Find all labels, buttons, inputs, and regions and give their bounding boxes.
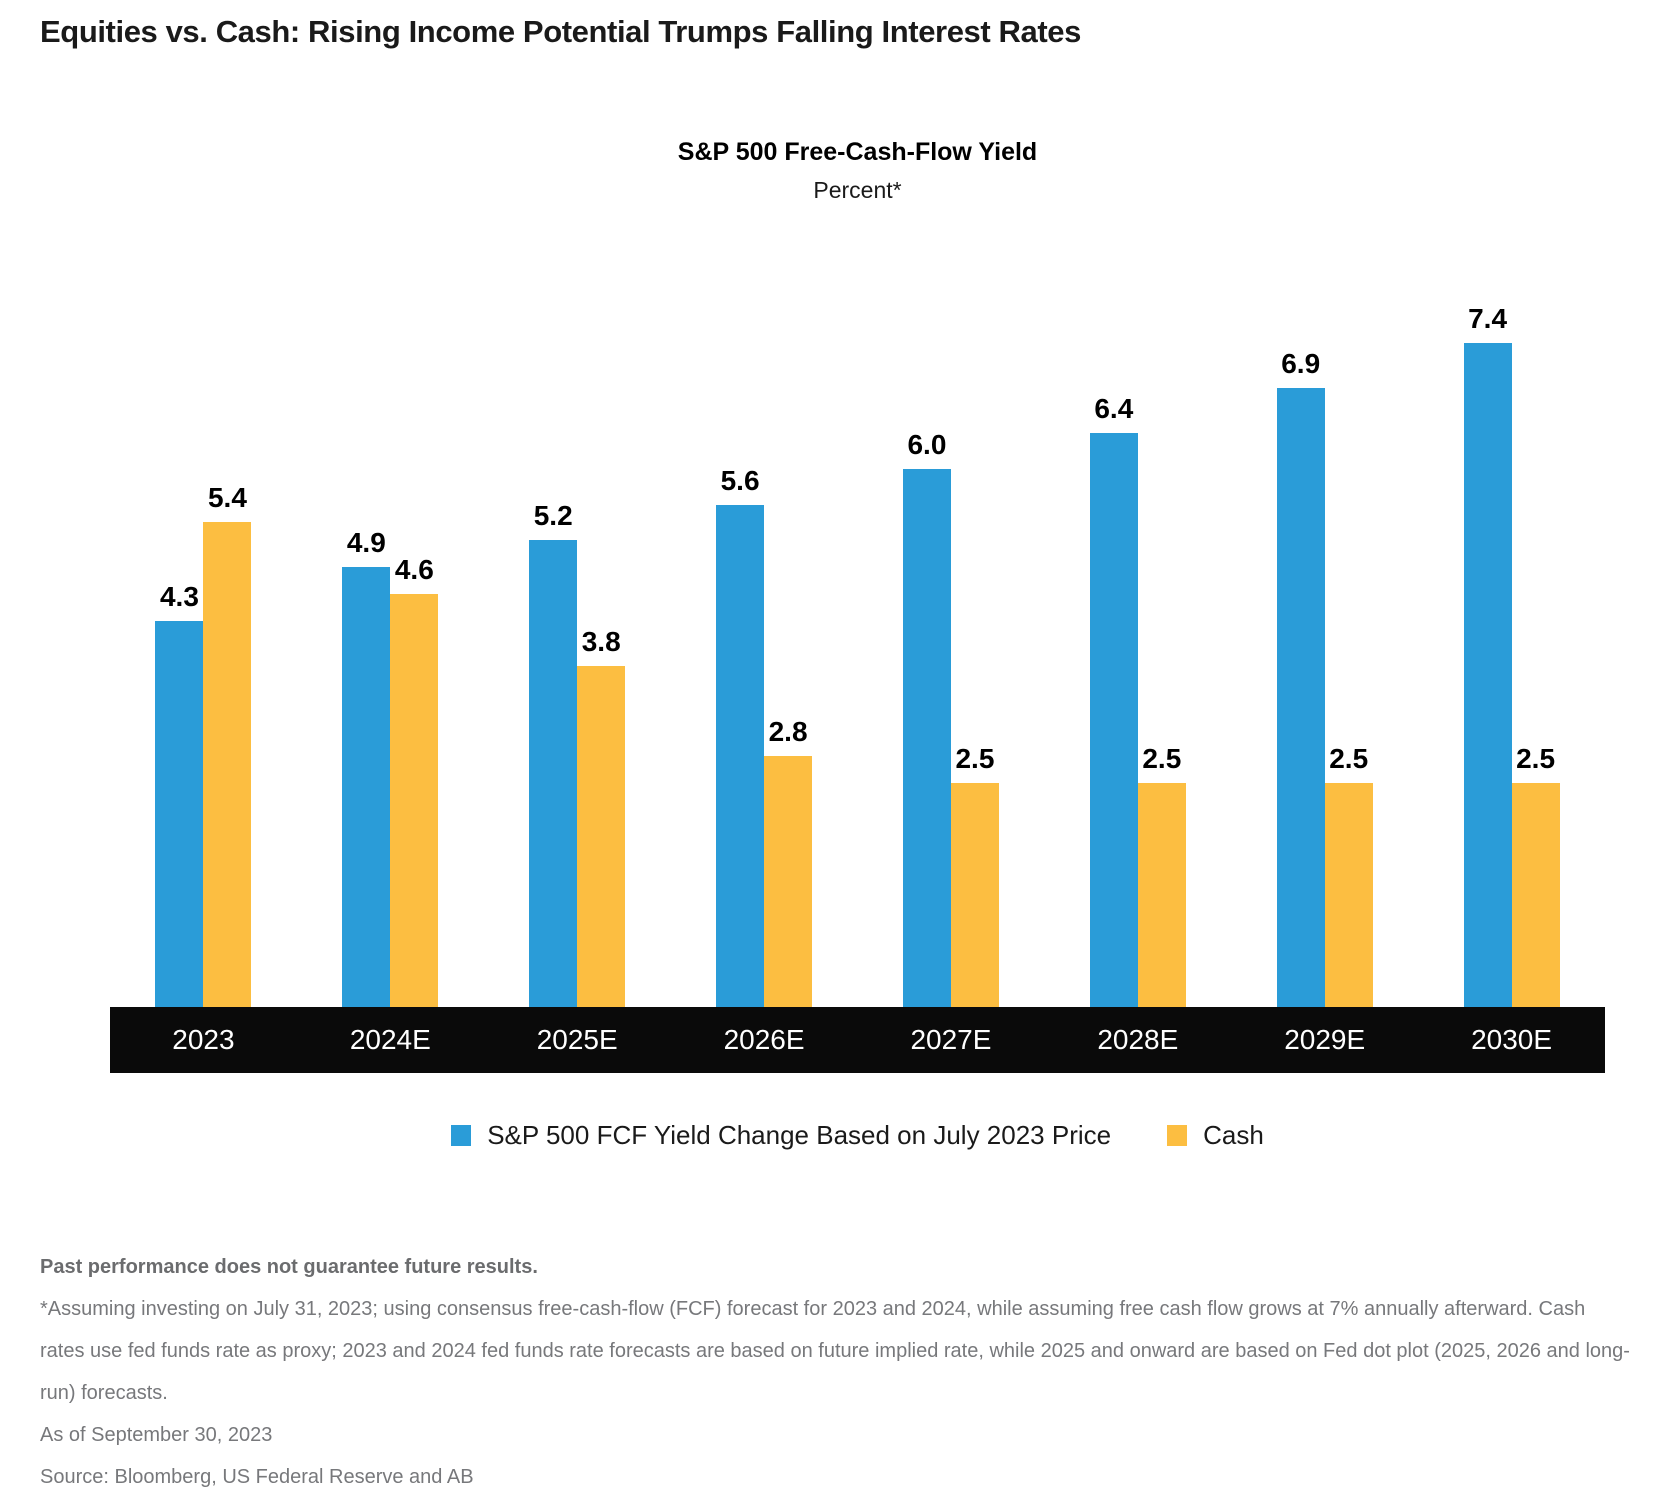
bar-value-label: 6.0 — [907, 428, 947, 460]
x-axis-label-2026e: 2026E — [723, 1024, 805, 1055]
legend-label: S&P 500 FCF Yield Change Based on July 2… — [487, 1120, 1112, 1150]
bar-value-label: 2.8 — [768, 715, 808, 747]
bar-value-label: 5.2 — [533, 500, 573, 532]
bar-group-2026e: 5.6 2.8 — [671, 343, 858, 1007]
bar-group-2024e: 4.9 4.6 — [297, 343, 484, 1007]
chart-header: S&P 500 Free-Cash-Flow Yield Percent* — [110, 138, 1605, 204]
as-of-date: As of September 30, 2023 — [40, 1424, 273, 1446]
bar-value-label: 2.5 — [1142, 742, 1182, 774]
bar-value-label: 4.6 — [394, 554, 434, 586]
bar-group-2023: 4.3 5.4 — [110, 343, 297, 1007]
legend-swatch-icon — [451, 1125, 472, 1146]
bar-group-2027e: 6.0 2.5 — [858, 343, 1045, 1007]
source-text: Source: Bloomberg, US Federal Reserve an… — [40, 1466, 474, 1488]
bar-value-label: 2.5 — [1516, 742, 1556, 774]
bar-value-label: 4.9 — [346, 527, 386, 559]
bar-cash-2024e: 4.6 — [390, 556, 439, 1007]
plot-area: 4.3 5.4 4.9 4.6 5.2 3.8 5.6 2.8 6.0 2.5 6.4 2.5 6.9 2… — [110, 305, 1605, 1007]
bar-group-2030e: 7.4 2.5 — [1418, 305, 1605, 1007]
bar-cash-2026e: 2.8 — [764, 717, 813, 1007]
x-axis-label-2029e: 2029E — [1284, 1024, 1366, 1055]
bar-cash-2027e: 2.5 — [950, 744, 999, 1007]
footer: Past performance does not guarantee futu… — [40, 1246, 1634, 1498]
x-axis-label-2025e: 2025E — [536, 1024, 618, 1055]
bar-cash-2025e: 3.8 — [577, 628, 626, 1007]
bar-value-label: 6.9 — [1281, 347, 1321, 379]
bar-value-label: 4.3 — [159, 581, 199, 613]
x-axis-label-2030e: 2030E — [1471, 1024, 1553, 1055]
page-title: Equities vs. Cash: Rising Income Potenti… — [40, 14, 1081, 49]
legend-swatch-icon — [1167, 1125, 1188, 1146]
x-axis-label-2027e: 2027E — [910, 1024, 992, 1055]
bar-group-2025e: 5.2 3.8 — [484, 343, 671, 1007]
bar-value-label: 5.4 — [207, 482, 247, 514]
x-axis-label-2024e: 2024E — [349, 1024, 431, 1055]
bar-group-2028e: 6.4 2.5 — [1044, 343, 1231, 1007]
bar-cash-2023: 5.4 — [203, 484, 252, 1007]
x-axis-band: 2023 2024E 2025E 2026E 2027E 2028E 2029E 2030E — [110, 1007, 1605, 1073]
chart-title: S&P 500 Free-Cash-Flow Yield — [677, 138, 1038, 166]
bar-sp500-2027e: 6.0 — [902, 430, 951, 1007]
legend-item-sp500: S&P 500 FCF Yield Change Based on July 2… — [451, 1120, 1111, 1151]
x-axis-label-2023: 2023 — [172, 1024, 235, 1055]
bar-sp500-2029e: 6.9 — [1276, 349, 1325, 1007]
bar-cash-2029e: 2.5 — [1324, 744, 1373, 1007]
bar-group-2029e: 6.9 2.5 — [1231, 343, 1418, 1007]
disclaimer-text: Past performance does not guarantee futu… — [40, 1256, 538, 1278]
bar-sp500-2025e: 5.2 — [529, 502, 578, 1007]
bar-value-label: 5.6 — [720, 464, 760, 496]
chart-subtitle: Percent* — [813, 177, 902, 203]
bar-value-label: 2.5 — [955, 742, 995, 774]
bar-cash-2028e: 2.5 — [1137, 744, 1186, 1007]
bar-value-label: 2.5 — [1329, 742, 1369, 774]
bar-cash-2030e: 2.5 — [1511, 744, 1560, 1007]
bar-value-label: 6.4 — [1094, 392, 1134, 424]
bar-sp500-2028e: 6.4 — [1089, 394, 1138, 1007]
bar-sp500-2023: 4.3 — [155, 583, 204, 1007]
chart-legend: S&P 500 FCF Yield Change Based on July 2… — [110, 1120, 1605, 1151]
chart-page: Equities vs. Cash: Rising Income Potenti… — [40, 14, 1630, 1488]
legend-label: Cash — [1203, 1120, 1264, 1150]
footnote-text: *Assuming investing on July 31, 2023; us… — [40, 1298, 1630, 1404]
x-axis-label-2028e: 2028E — [1097, 1024, 1179, 1055]
bar-sp500-2026e: 5.6 — [716, 466, 765, 1007]
bar-sp500-2030e: 7.4 — [1463, 305, 1512, 1007]
bar-sp500-2024e: 4.9 — [342, 529, 391, 1007]
bar-value-label: 3.8 — [581, 626, 621, 658]
legend-item-cash: Cash — [1167, 1120, 1264, 1151]
bar-value-label: 7.4 — [1468, 303, 1508, 334]
